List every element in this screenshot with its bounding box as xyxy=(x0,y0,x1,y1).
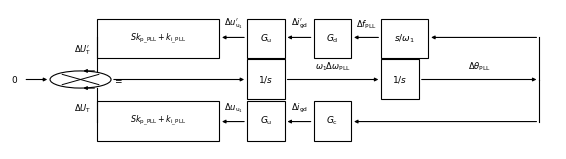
Text: $1/s$: $1/s$ xyxy=(392,74,408,85)
Bar xyxy=(97,19,219,59)
Text: $\Delta\theta_{\mathrm{PLL}}$: $\Delta\theta_{\mathrm{PLL}}$ xyxy=(468,61,491,73)
Bar xyxy=(314,19,351,59)
Text: $\Delta U_{\mathrm{T}}$: $\Delta U_{\mathrm{T}}$ xyxy=(74,102,92,115)
Text: $\omega_1\Delta\omega_{\mathrm{PLL}}$: $\omega_1\Delta\omega_{\mathrm{PLL}}$ xyxy=(315,61,351,73)
Text: $s/\omega_1$: $s/\omega_1$ xyxy=(395,32,415,45)
Text: $1/s$: $1/s$ xyxy=(258,74,273,85)
Text: $G_{\mathrm{u}}$: $G_{\mathrm{u}}$ xyxy=(260,115,272,127)
Bar xyxy=(314,101,351,141)
Text: $\Delta U^{\prime}_{\mathrm{T}}$: $\Delta U^{\prime}_{\mathrm{T}}$ xyxy=(74,44,92,57)
Text: $Sk_{\mathrm{p\_PLL}}+k_{\mathrm{i\_PLL}}$: $Sk_{\mathrm{p\_PLL}}+k_{\mathrm{i\_PLL}… xyxy=(130,31,186,46)
Text: $\Delta u^{\prime}_{\mathrm{u_1}}$: $\Delta u^{\prime}_{\mathrm{u_1}}$ xyxy=(224,17,243,31)
Text: $\Delta u_{\mathrm{u_1}}$: $\Delta u_{\mathrm{u_1}}$ xyxy=(224,102,243,115)
Bar xyxy=(247,19,285,59)
Bar xyxy=(381,59,419,99)
Text: $-$: $-$ xyxy=(114,74,122,83)
Text: $\Delta i_{\mathrm{gd}}$: $\Delta i_{\mathrm{gd}}$ xyxy=(290,102,307,115)
Bar xyxy=(247,59,285,99)
Text: $G_{\mathrm{u}}$: $G_{\mathrm{u}}$ xyxy=(260,32,272,45)
Bar xyxy=(381,19,428,59)
Text: $\Delta i^{\prime}_{\mathrm{gd}}$: $\Delta i^{\prime}_{\mathrm{gd}}$ xyxy=(290,17,307,31)
Text: $0$: $0$ xyxy=(11,74,18,85)
Bar xyxy=(247,101,285,141)
Text: $-$: $-$ xyxy=(114,76,122,85)
Text: $G_{\mathrm{c}}$: $G_{\mathrm{c}}$ xyxy=(327,115,338,127)
Bar xyxy=(97,101,219,141)
Text: $G_{\mathrm{d}}$: $G_{\mathrm{d}}$ xyxy=(326,32,338,45)
Text: $Sk_{\mathrm{p\_PLL}}+k_{\mathrm{i\_PLL}}$: $Sk_{\mathrm{p\_PLL}}+k_{\mathrm{i\_PLL}… xyxy=(130,114,186,128)
Text: $\Delta f_{\mathrm{PLL}}$: $\Delta f_{\mathrm{PLL}}$ xyxy=(356,19,376,31)
